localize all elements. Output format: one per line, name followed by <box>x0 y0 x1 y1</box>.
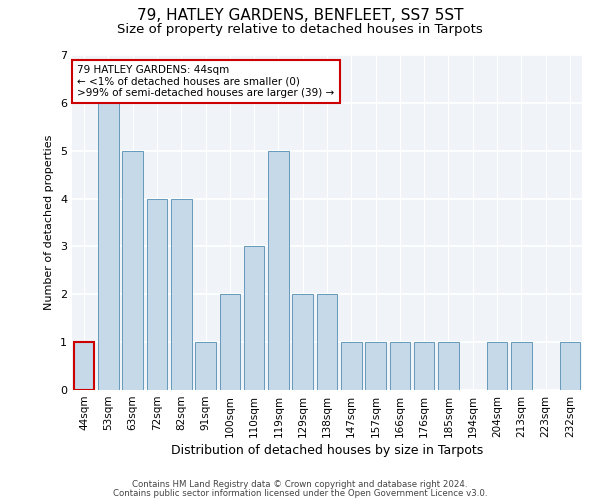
Bar <box>389 342 410 390</box>
Text: Contains HM Land Registry data © Crown copyright and database right 2024.: Contains HM Land Registry data © Crown c… <box>132 480 468 489</box>
Bar <box>122 150 143 390</box>
Bar <box>414 342 434 390</box>
Bar <box>365 342 386 390</box>
Text: 79, HATLEY GARDENS, BENFLEET, SS7 5ST: 79, HATLEY GARDENS, BENFLEET, SS7 5ST <box>137 8 463 22</box>
Bar <box>195 342 216 390</box>
Bar <box>511 342 532 390</box>
Bar <box>487 342 508 390</box>
Text: Size of property relative to detached houses in Tarpots: Size of property relative to detached ho… <box>117 22 483 36</box>
Bar <box>171 198 191 390</box>
Bar <box>341 342 362 390</box>
Bar <box>317 294 337 390</box>
Bar <box>220 294 240 390</box>
Y-axis label: Number of detached properties: Number of detached properties <box>44 135 55 310</box>
Text: Contains public sector information licensed under the Open Government Licence v3: Contains public sector information licen… <box>113 488 487 498</box>
Bar <box>292 294 313 390</box>
Text: 79 HATLEY GARDENS: 44sqm
← <1% of detached houses are smaller (0)
>99% of semi-d: 79 HATLEY GARDENS: 44sqm ← <1% of detach… <box>77 65 334 98</box>
Bar <box>98 103 119 390</box>
X-axis label: Distribution of detached houses by size in Tarpots: Distribution of detached houses by size … <box>171 444 483 457</box>
Bar <box>438 342 459 390</box>
Bar <box>74 342 94 390</box>
Bar <box>560 342 580 390</box>
Bar <box>244 246 265 390</box>
Bar <box>146 198 167 390</box>
Bar <box>268 150 289 390</box>
